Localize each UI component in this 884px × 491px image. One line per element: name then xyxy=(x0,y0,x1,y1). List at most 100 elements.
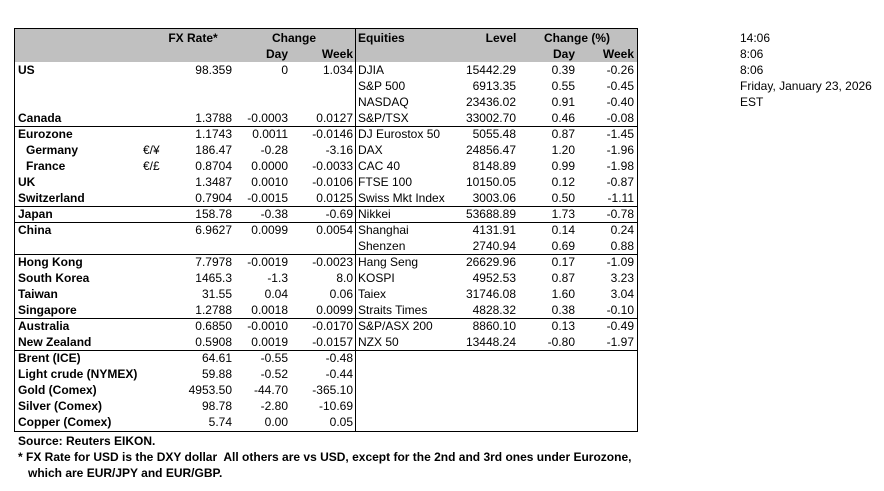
fx-change-week: 0.0099 xyxy=(316,303,353,317)
equity-change-day: 0.87 xyxy=(551,271,575,285)
country-name: Copper (Comex) xyxy=(18,415,112,429)
equity-change-week: -0.49 xyxy=(606,319,634,333)
equity-level: 33002.70 xyxy=(465,111,516,125)
fx-change-day: -0.38 xyxy=(260,207,288,221)
border xyxy=(14,318,638,319)
fx-change-day: -0.55 xyxy=(260,351,288,365)
currency-pair: €/£ xyxy=(143,159,160,173)
country-name: Silver (Comex) xyxy=(18,399,103,413)
border xyxy=(14,206,638,207)
equity-level: 15442.29 xyxy=(465,63,516,77)
equity-index: DAX xyxy=(358,143,383,157)
header-day: Day xyxy=(552,47,575,61)
equity-change-day: 0.38 xyxy=(551,303,575,317)
country-name: France xyxy=(26,159,66,173)
equity-change-week: 3.23 xyxy=(610,271,634,285)
equity-change-week: -0.45 xyxy=(606,79,634,93)
fx-rate: 186.47 xyxy=(195,143,232,157)
fx-rate: 0.5908 xyxy=(195,335,232,349)
equity-change-day: 0.14 xyxy=(551,223,575,237)
equity-change-week: -1.98 xyxy=(606,159,634,173)
equity-change-day: 0.17 xyxy=(551,255,575,269)
country-name: Germany xyxy=(26,143,79,157)
equity-index: Straits Times xyxy=(358,303,428,317)
equity-index: CAC 40 xyxy=(358,159,401,173)
equity-change-week: -1.45 xyxy=(606,127,634,141)
fx-rate: 0.6850 xyxy=(195,319,232,333)
country-name: Eurozone xyxy=(18,127,73,141)
country-name: Brent (ICE) xyxy=(18,351,81,365)
equity-level: 4952.53 xyxy=(472,271,516,285)
equity-level: 10150.05 xyxy=(465,175,516,189)
country-name: Taiwan xyxy=(18,287,58,301)
country-name: Hong Kong xyxy=(18,255,83,269)
fx-change-week: -0.44 xyxy=(325,367,353,381)
fx-change-day: 0.00 xyxy=(264,415,288,429)
fx-change-day: 0.0019 xyxy=(251,335,288,349)
fx-change-day: -0.0003 xyxy=(247,111,288,125)
fx-rate: 64.61 xyxy=(201,351,232,365)
fx-change-week: -0.0033 xyxy=(312,159,353,173)
timestamp: 14:06 xyxy=(740,31,771,45)
equity-level: 13448.24 xyxy=(465,335,516,349)
fx-rate: 31.55 xyxy=(201,287,232,301)
country-name: Switzerland xyxy=(18,191,85,205)
fx-change-day: -44.70 xyxy=(253,383,288,397)
equity-level: 6913.35 xyxy=(472,79,516,93)
equity-change-week: -1.97 xyxy=(606,335,634,349)
fx-change-week: -0.0106 xyxy=(312,175,353,189)
equity-change-week: -0.26 xyxy=(606,63,634,77)
country-name: Singapore xyxy=(18,303,77,317)
equity-level: 4828.32 xyxy=(472,303,516,317)
header-week: Week xyxy=(602,47,634,61)
header-week: Week xyxy=(321,47,353,61)
fx-change-day: -1.3 xyxy=(267,271,288,285)
equity-index: S&P/TSX xyxy=(358,111,409,125)
fx-change-week: 0.0054 xyxy=(316,223,353,237)
fx-change-week: -10.69 xyxy=(318,399,353,413)
fx-rate: 7.7978 xyxy=(195,255,232,269)
equity-change-day: 0.87 xyxy=(551,127,575,141)
equity-level: 2740.94 xyxy=(472,239,516,253)
equity-index: NZX 50 xyxy=(358,335,399,349)
fx-change-day: -0.0015 xyxy=(247,191,288,205)
equity-index: Shanghai xyxy=(358,223,409,237)
country-name: UK xyxy=(18,175,36,189)
fx-rate: 1.2788 xyxy=(195,303,232,317)
fx-change-day: -0.0019 xyxy=(247,255,288,269)
fx-change-day: -0.28 xyxy=(260,143,288,157)
equity-level: 53688.89 xyxy=(465,207,516,221)
equity-change-day: 1.73 xyxy=(551,207,575,221)
timestamp: 8:06 xyxy=(740,47,764,61)
fx-rate: 0.8704 xyxy=(195,159,232,173)
fx-rate: 1.3788 xyxy=(195,111,232,125)
equity-change-day: 0.55 xyxy=(551,79,575,93)
fx-change-day: 0.0000 xyxy=(251,159,288,173)
equity-change-day: 1.60 xyxy=(551,287,575,301)
fx-rate: 1.1743 xyxy=(195,127,232,141)
fx-rate: 6.9627 xyxy=(195,223,232,237)
fx-change-week: -3.16 xyxy=(325,143,353,157)
fx-rate: 59.88 xyxy=(201,367,232,381)
header-equities: Equities xyxy=(358,31,405,45)
header-fx-rate: FX Rate* xyxy=(168,31,218,45)
timestamp: Friday, January 23, 2026 xyxy=(740,79,872,93)
equity-index: KOSPI xyxy=(358,271,395,285)
fx-change-day: 0.04 xyxy=(264,287,288,301)
fx-change-week: -0.0170 xyxy=(312,319,353,333)
country-name: New Zealand xyxy=(18,335,92,349)
equity-index: DJ Eurostox 50 xyxy=(358,127,441,141)
fx-change-day: -0.0010 xyxy=(247,319,288,333)
border xyxy=(14,126,638,127)
equity-level: 8148.89 xyxy=(472,159,516,173)
fx-change-week: -0.0157 xyxy=(312,335,353,349)
equity-index: FTSE 100 xyxy=(358,175,413,189)
fx-rate: 0.7904 xyxy=(195,191,232,205)
equity-change-day: -0.80 xyxy=(547,335,575,349)
fx-rate: 4953.50 xyxy=(188,383,232,397)
header-background xyxy=(14,28,637,62)
border xyxy=(14,28,15,432)
footnote: which are EUR/JPY and EUR/GBP. xyxy=(18,466,223,480)
border xyxy=(14,28,638,29)
fx-change-day: 0.0099 xyxy=(251,223,288,237)
